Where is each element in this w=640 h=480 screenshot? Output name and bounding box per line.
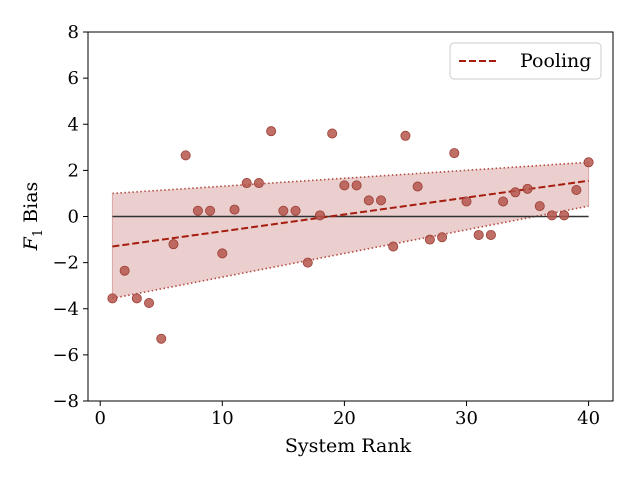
y-axis-label-rest: Bias xyxy=(20,182,42,229)
data-point-22 xyxy=(363,195,374,206)
y-axis-label-main: F xyxy=(20,236,42,251)
data-point-6 xyxy=(168,239,179,250)
data-point-19 xyxy=(327,128,338,139)
y-tick-label-8: 8 xyxy=(68,22,79,43)
pooling-trend-line xyxy=(112,179,589,248)
y-axis-label: F1 Bias xyxy=(20,182,46,252)
y-tick-label-0: 0 xyxy=(68,207,79,228)
data-point-12 xyxy=(241,178,252,189)
x-tick-label-0: 0 xyxy=(94,408,105,429)
data-point-8 xyxy=(192,205,203,216)
data-point-3 xyxy=(131,293,142,304)
data-point-34 xyxy=(510,187,521,198)
y-axis-label-sub: 1 xyxy=(31,229,46,237)
legend-pooling-label: Pooling xyxy=(520,50,591,72)
data-point-15 xyxy=(278,205,289,216)
data-point-30 xyxy=(461,196,472,207)
data-point-10 xyxy=(217,248,228,259)
data-points xyxy=(107,126,594,344)
data-point-35 xyxy=(522,183,533,194)
data-point-27 xyxy=(424,234,435,245)
data-point-14 xyxy=(266,126,277,137)
y-tick-label--6: −6 xyxy=(52,345,79,366)
legend-box xyxy=(449,42,602,80)
x-tick-label-30: 30 xyxy=(455,408,478,429)
y-tick-label--8: −8 xyxy=(52,391,79,412)
y-tick-label-6: 6 xyxy=(68,68,79,89)
data-point-7 xyxy=(180,150,191,161)
data-point-36 xyxy=(534,201,545,212)
data-point-31 xyxy=(473,229,484,240)
data-point-38 xyxy=(559,210,570,221)
data-point-2 xyxy=(119,265,130,276)
data-point-13 xyxy=(253,178,264,189)
x-tick-label-40: 40 xyxy=(577,408,600,429)
data-point-24 xyxy=(388,241,399,252)
y-tick-label--4: −4 xyxy=(52,299,79,320)
data-point-9 xyxy=(205,205,216,216)
data-point-11 xyxy=(229,204,240,215)
band-lower-edge xyxy=(112,205,589,300)
data-point-5 xyxy=(156,333,167,344)
reference-lines xyxy=(112,179,589,248)
x-tick-label-20: 20 xyxy=(333,408,356,429)
confidence-band xyxy=(111,161,590,300)
data-point-37 xyxy=(546,210,557,221)
band-fill xyxy=(112,162,589,299)
data-point-1 xyxy=(107,293,118,304)
x-axis-ticks: 0 10 20 30 40 xyxy=(94,401,600,429)
data-point-17 xyxy=(302,257,313,268)
y-axis-ticks: −8 −6 −4 −2 0 2 4 6 8 xyxy=(52,22,88,412)
data-point-4 xyxy=(144,297,155,308)
data-point-26 xyxy=(412,181,423,192)
data-point-28 xyxy=(437,232,448,243)
data-point-33 xyxy=(498,196,509,207)
y-tick-label--2: −2 xyxy=(52,253,79,274)
data-point-32 xyxy=(485,229,496,240)
data-point-18 xyxy=(314,210,325,221)
data-point-23 xyxy=(376,195,387,206)
data-point-20 xyxy=(339,180,350,191)
data-point-25 xyxy=(400,130,411,141)
data-point-40 xyxy=(583,157,594,168)
data-point-29 xyxy=(449,148,460,159)
legend: Pooling xyxy=(449,42,602,80)
data-point-39 xyxy=(571,184,582,195)
x-axis-label: System Rank xyxy=(285,435,412,457)
data-point-16 xyxy=(290,205,301,216)
y-tick-label-2: 2 xyxy=(68,160,79,181)
x-tick-label-10: 10 xyxy=(211,408,234,429)
y-tick-label-4: 4 xyxy=(68,114,79,135)
data-point-21 xyxy=(351,180,362,191)
